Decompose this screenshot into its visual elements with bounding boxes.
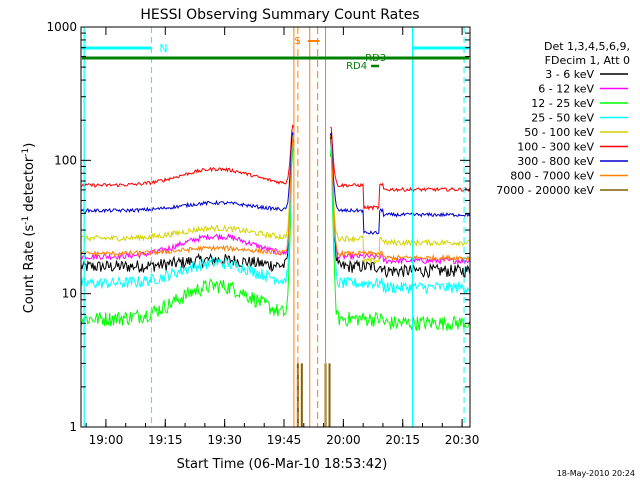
y-axis-label-sup2: -1	[21, 148, 31, 157]
series-line-300-800-kev	[80, 131, 471, 236]
x-tick-label-2015: 20:15	[385, 433, 420, 447]
series-line-25-50-kev	[80, 141, 470, 296]
y-tick-label-100: 100	[54, 153, 77, 167]
legend-label-12-25-kev: 12 - 25 keV	[531, 97, 594, 110]
x-tick-label-1945: 19:45	[267, 433, 302, 447]
legend-label-100-300-kev: 100 - 300 keV	[517, 141, 594, 154]
legend-label-3-6-kev: 3 - 6 keV	[545, 68, 594, 81]
legend-label-25-50-kev: 25 - 50 keV	[531, 112, 594, 125]
x-tick-label-2030: 20:30	[445, 433, 480, 447]
y-axis-label-main: Count Rate (s	[22, 225, 37, 314]
series-line-12-25-kev	[80, 145, 471, 331]
y-axis-label-mid: detector	[22, 156, 37, 216]
x-tick-label-1900: 19:00	[89, 433, 124, 447]
y-axis-label: Count Rate (s-1 detector-1)	[21, 143, 37, 314]
y-tick-label-1: 1	[69, 420, 77, 434]
rd3-label: RD3	[365, 53, 386, 64]
legend-label-7000-20000-kev: 7000 - 20000 keV	[496, 184, 594, 197]
series-line-3-6-kev	[80, 135, 471, 279]
legend-label-800-7000-kev: 800 - 7000 keV	[510, 170, 594, 183]
series-line-6-12-kev	[80, 134, 471, 265]
series-line-50-100-kev	[80, 135, 470, 264]
night-label: N	[159, 42, 167, 55]
legend-header-line-1: Det 1,3,4,5,6,9,	[544, 40, 630, 53]
plot-frame	[80, 26, 471, 428]
data-layer	[80, 124, 471, 427]
series-line-100-300-kev	[80, 124, 471, 211]
x-tick-label-2000: 20:00	[326, 433, 361, 447]
footer-date: 18-May-2010 20:24	[557, 469, 635, 478]
legend: Det 1,3,4,5,6,9, FDecim 1, Att 0 3 - 6 k…	[496, 40, 630, 197]
rd4-label: RD4	[346, 61, 367, 72]
legend-label-50-100-kev: 50 - 100 keV	[524, 126, 594, 139]
y-axis-label-end: )	[22, 143, 37, 148]
x-axis-label: Start Time (06-Mar-10 18:53:42)	[177, 457, 388, 472]
series-line-800-7000-kev	[80, 138, 471, 262]
chart-title: HESSI Observing Summary Count Rates	[140, 7, 419, 23]
x-tick-label-1930: 19:30	[207, 433, 242, 447]
y-tick-label-10: 10	[62, 287, 77, 301]
legend-label-300-800-kev: 300 - 800 keV	[517, 155, 594, 168]
annotation-layer: NSRD3RD4	[82, 27, 469, 427]
y-axis-label-sup1: -1	[21, 216, 31, 225]
axis-layer: 19:00 19:15 19:30 19:45 20:00 20:15 20:30 1 10 10…	[46, 20, 479, 447]
legend-header-line-2: FDecim 1, Att 0	[545, 54, 630, 67]
x-tick-label-1915: 19:15	[148, 433, 183, 447]
y-tick-label-1000: 1000	[46, 20, 77, 34]
legend-label-6-12-kev: 6 - 12 keV	[538, 83, 594, 96]
